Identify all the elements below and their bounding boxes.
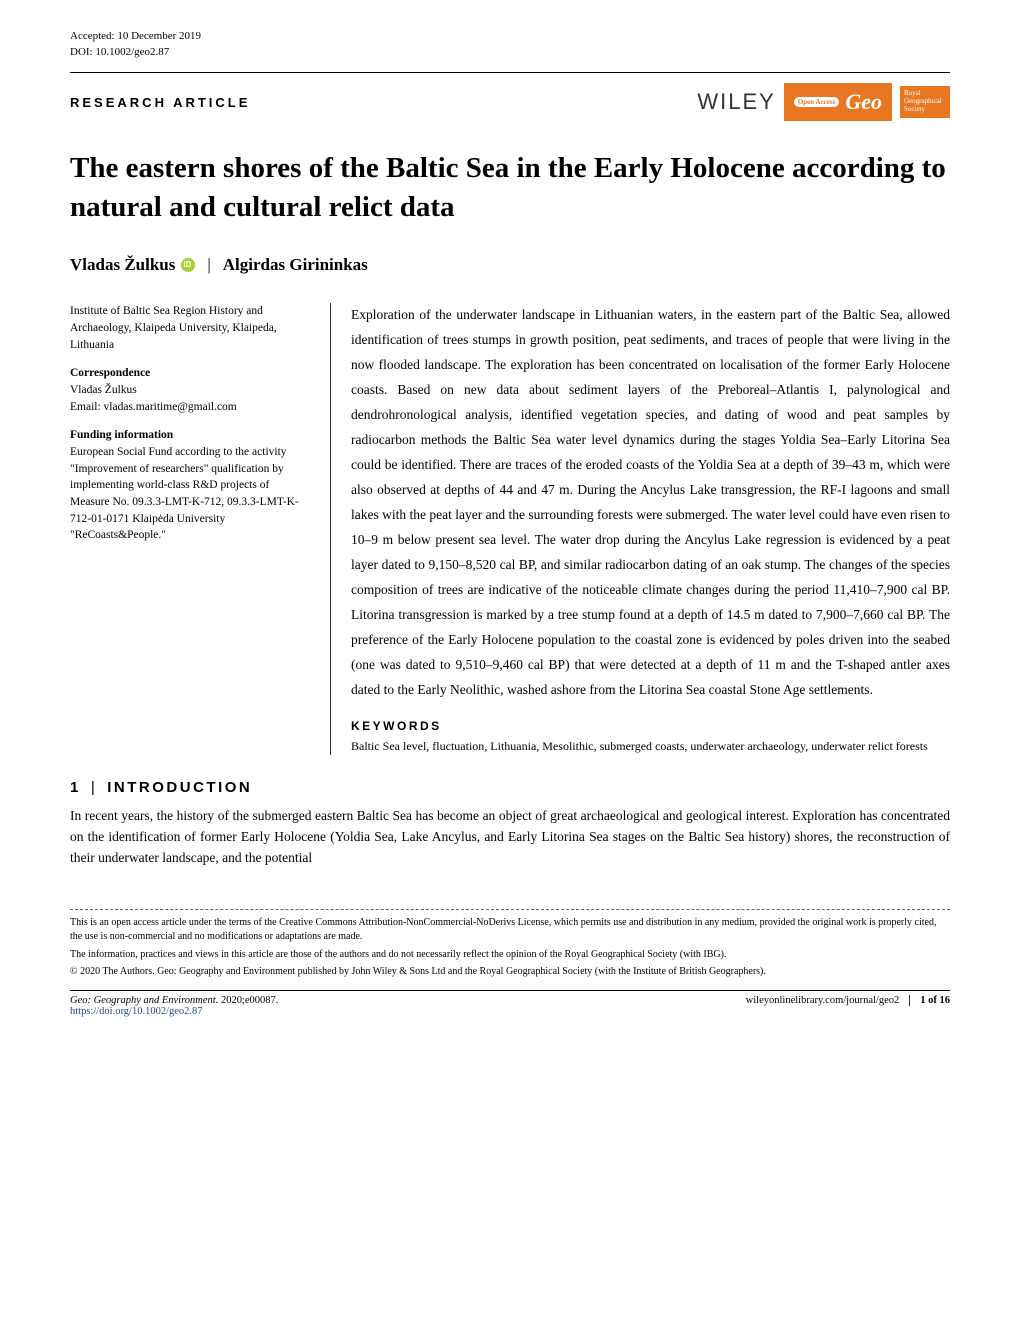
- article-title: The eastern shores of the Baltic Sea in …: [70, 149, 950, 227]
- correspondence-block: Correspondence Vladas Žulkus Email: vlad…: [70, 365, 310, 415]
- open-access-pill: Open Access: [794, 97, 840, 107]
- author-2: Algirdas Girininkas: [223, 255, 368, 275]
- license-line-3: © 2020 The Authors. Geo: Geography and E…: [70, 965, 950, 980]
- keywords-list: Baltic Sea level, fluctuation, Lithuania…: [351, 737, 950, 755]
- doi-url[interactable]: https://doi.org/10.1002/geo2.87: [70, 1006, 278, 1017]
- section-title: INTRODUCTION: [107, 779, 252, 796]
- accepted-date: Accepted: 10 December 2019: [70, 30, 950, 42]
- author-separator: |: [207, 255, 210, 275]
- geo-badge: Open Access Geo: [784, 83, 892, 121]
- issue-info: 2020;e00087.: [218, 995, 278, 1006]
- footer-left: Geo: Geography and Environment. 2020;e00…: [70, 995, 278, 1017]
- article-type: RESEARCH ARTICLE: [70, 95, 250, 110]
- footer: Geo: Geography and Environment. 2020;e00…: [70, 990, 950, 1017]
- correspondence-heading: Correspondence: [70, 365, 310, 382]
- abstract-column: Exploration of the underwater landscape …: [330, 303, 950, 755]
- brand-row: WILEY Open Access Geo Royal Geographical…: [697, 83, 950, 121]
- section-1-heading: 1|INTRODUCTION: [70, 779, 950, 796]
- dashed-separator: [70, 909, 950, 910]
- sidebar-meta: Institute of Baltic Sea Region History a…: [70, 303, 310, 755]
- wiley-logo: WILEY: [697, 89, 775, 115]
- license-line-2: The information, practices and views in …: [70, 948, 950, 963]
- journal-name: Geo: Geography and Environment.: [70, 995, 218, 1006]
- page-count: 1 of 16: [909, 995, 950, 1006]
- geo-logo-text: Geo: [845, 89, 882, 115]
- abstract-text: Exploration of the underwater landscape …: [351, 303, 950, 703]
- rule-top: [70, 72, 950, 73]
- funding-heading: Funding information: [70, 427, 310, 444]
- online-library-url[interactable]: wileyonlinelibrary.com/journal/geo2: [746, 995, 900, 1006]
- funding-block: Funding information European Social Fund…: [70, 427, 310, 544]
- license-line-1: This is an open access article under the…: [70, 916, 950, 945]
- correspondence-email: Email: vladas.maritime@gmail.com: [70, 399, 310, 416]
- intro-body: In recent years, the history of the subm…: [70, 806, 950, 869]
- header-row: RESEARCH ARTICLE WILEY Open Access Geo R…: [70, 83, 950, 121]
- correspondence-name: Vladas Žulkus: [70, 382, 310, 399]
- section-number: 1: [70, 779, 81, 796]
- orcid-icon[interactable]: [181, 258, 195, 272]
- author-1: Vladas Žulkus: [70, 255, 175, 275]
- keywords-heading: KEYWORDS: [351, 719, 950, 733]
- doi: DOI: 10.1002/geo2.87: [70, 46, 950, 58]
- funding-text: European Social Fund according to the ac…: [70, 444, 310, 544]
- affiliation: Institute of Baltic Sea Region History a…: [70, 303, 310, 353]
- footer-right: wileyonlinelibrary.com/journal/geo2 1 of…: [746, 995, 950, 1006]
- author-list: Vladas Žulkus | Algirdas Girininkas: [70, 255, 950, 275]
- meta-abstract-row: Institute of Baltic Sea Region History a…: [70, 303, 950, 755]
- rgs-badge: Royal Geographical Society: [900, 86, 950, 117]
- license-block: This is an open access article under the…: [70, 916, 950, 980]
